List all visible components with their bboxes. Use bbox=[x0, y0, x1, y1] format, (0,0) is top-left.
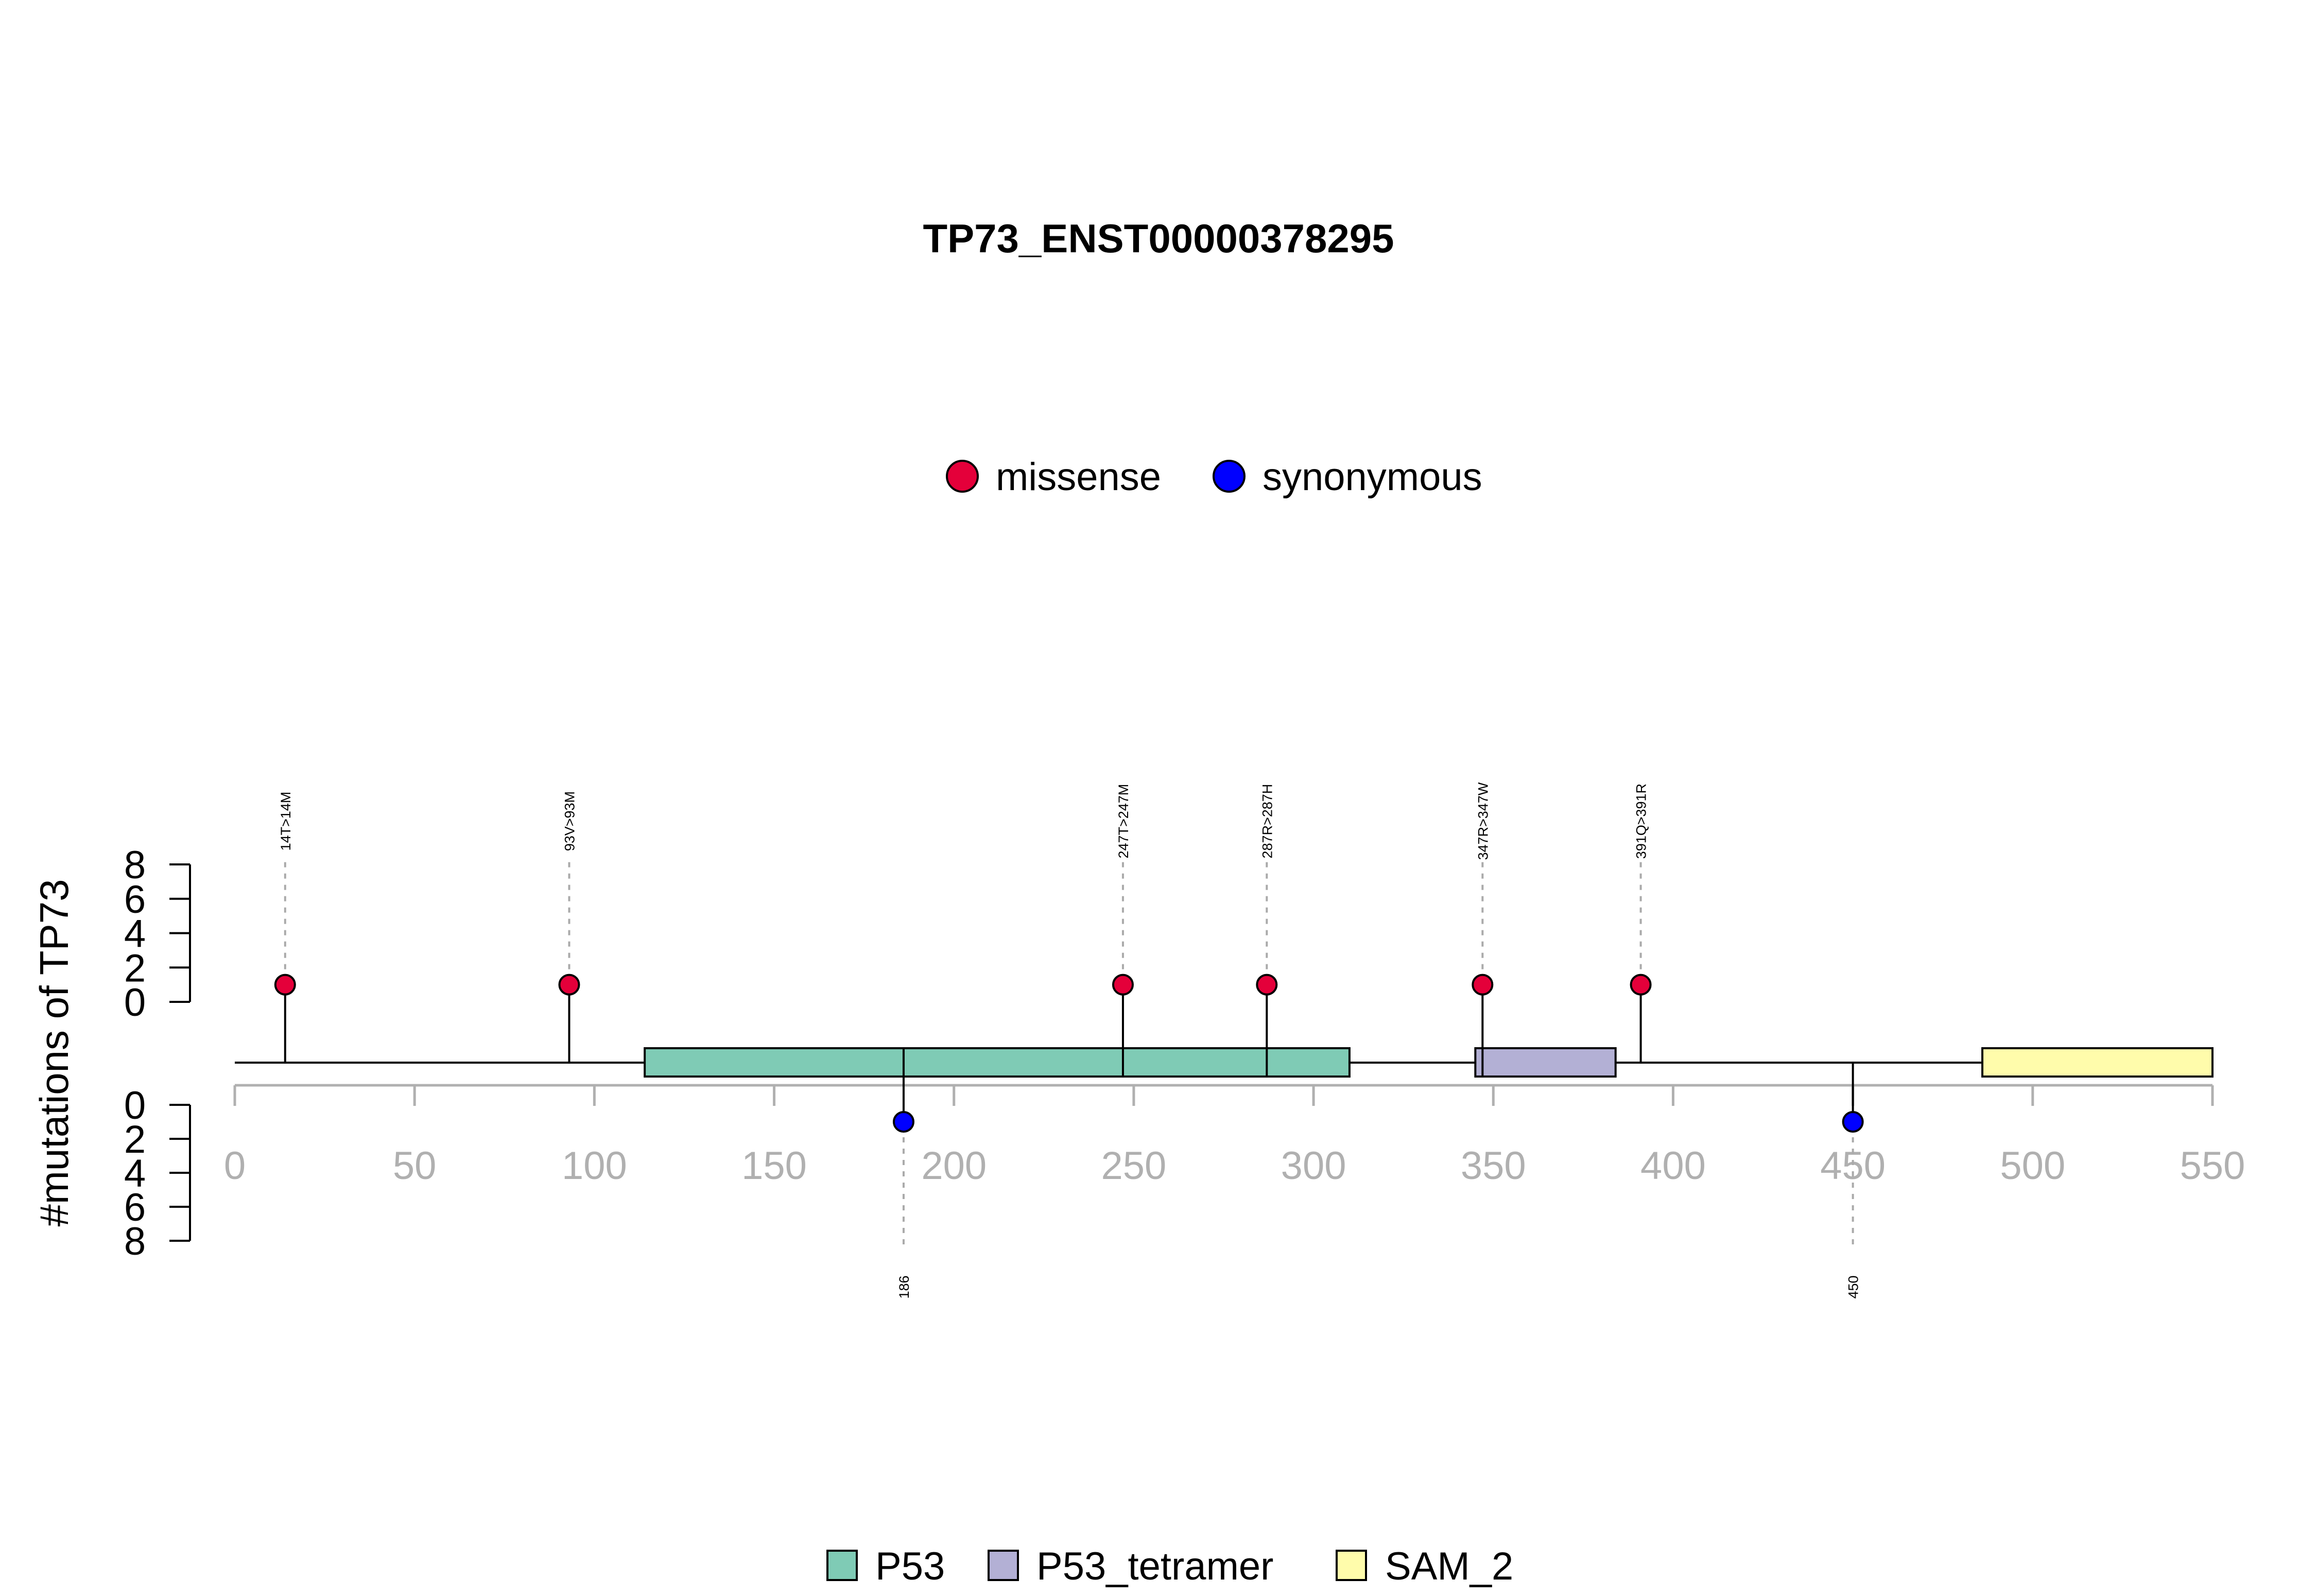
mutation-label-287: 287R>287H bbox=[1259, 784, 1275, 859]
mutation-label-186: 186 bbox=[896, 1275, 912, 1298]
domain-legend-swatch-P53_tetramer bbox=[988, 1550, 1019, 1581]
x-tick-label-350: 350 bbox=[1461, 1144, 1526, 1188]
chart-title: TP73_ENST00000378295 bbox=[923, 216, 1394, 261]
mutation-label-347: 347R>347W bbox=[1475, 782, 1491, 860]
y-bottom-tick-label-2: 2 bbox=[124, 1118, 146, 1161]
legend-label-synonymous: synonymous bbox=[1263, 455, 1482, 499]
y-top-tick-label-0: 0 bbox=[124, 981, 146, 1025]
point-93 bbox=[558, 974, 580, 996]
domain-legend-swatch-SAM_2 bbox=[1336, 1550, 1367, 1581]
x-tick-label-300: 300 bbox=[1281, 1144, 1346, 1188]
domain-P53 bbox=[644, 1047, 1351, 1078]
x-tick-label-250: 250 bbox=[1101, 1144, 1167, 1188]
y-axis-title: #mutations of TP73 bbox=[31, 879, 77, 1227]
point-247 bbox=[1112, 974, 1134, 996]
point-391 bbox=[1630, 974, 1652, 996]
legend-marker-missense bbox=[946, 460, 979, 493]
y-top-tick-label-6: 6 bbox=[124, 878, 146, 922]
domain-SAM_2 bbox=[1981, 1047, 2214, 1078]
mutation-label-93: 93V>93M bbox=[562, 791, 577, 851]
x-tick-label-100: 100 bbox=[562, 1144, 627, 1188]
x-tick-label-500: 500 bbox=[2000, 1144, 2065, 1188]
domain-legend-label-P53: P53 bbox=[875, 1545, 945, 1588]
x-tick-label-550: 550 bbox=[2180, 1144, 2245, 1188]
point-450 bbox=[1842, 1111, 1864, 1133]
mutation-label-14: 14T>14M bbox=[278, 792, 293, 851]
y-bottom-tick-label-4: 4 bbox=[124, 1152, 146, 1195]
point-347 bbox=[1472, 974, 1494, 996]
mutation-label-450: 450 bbox=[1846, 1275, 1861, 1298]
legend-marker-synonymous bbox=[1213, 460, 1246, 493]
legend-label-missense: missense bbox=[996, 455, 1161, 499]
x-tick-label-50: 50 bbox=[393, 1144, 437, 1188]
y-bottom-tick-label-8: 8 bbox=[124, 1220, 146, 1263]
x-tick-label-200: 200 bbox=[921, 1144, 987, 1188]
y-top-tick-label-2: 2 bbox=[124, 946, 146, 990]
domain-legend-label-P53_tetramer: P53_tetramer bbox=[1036, 1545, 1273, 1588]
point-186 bbox=[892, 1111, 914, 1133]
domain-P53_tetramer bbox=[1474, 1047, 1617, 1078]
x-tick-label-400: 400 bbox=[1640, 1144, 1706, 1188]
x-tick-label-150: 150 bbox=[741, 1144, 807, 1188]
y-top-tick-label-8: 8 bbox=[124, 843, 146, 887]
mutation-label-391: 391Q>391R bbox=[1634, 784, 1649, 859]
y-bottom-tick-label-0: 0 bbox=[124, 1084, 146, 1127]
y-bottom-tick-label-6: 6 bbox=[124, 1186, 146, 1229]
mutation-label-247: 247T>247M bbox=[1116, 784, 1131, 859]
point-287 bbox=[1256, 974, 1278, 996]
x-tick-label-0: 0 bbox=[224, 1144, 246, 1188]
domain-legend-swatch-P53 bbox=[826, 1550, 858, 1581]
domain-legend-label-SAM_2: SAM_2 bbox=[1385, 1545, 1513, 1588]
point-14 bbox=[274, 974, 296, 996]
y-top-tick-label-4: 4 bbox=[124, 912, 146, 956]
